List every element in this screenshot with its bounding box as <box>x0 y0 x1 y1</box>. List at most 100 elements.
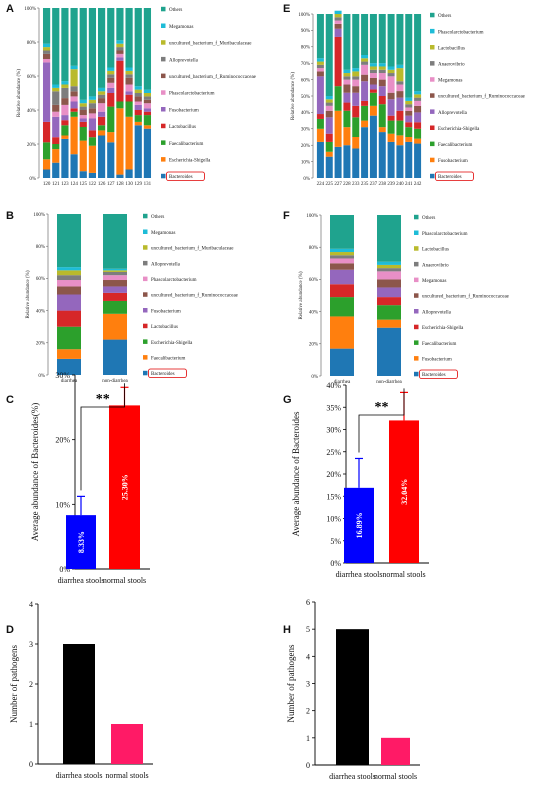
bar-segment-lactobacillus <box>61 120 69 126</box>
bar-segment-others <box>134 8 142 87</box>
legend-swatch <box>414 246 419 251</box>
x-tick-label: 233 <box>352 182 360 187</box>
bar-segment-anaerovibrio <box>352 76 360 80</box>
bar-segment-megamonas <box>52 84 60 88</box>
bar-segment-faecalibacterium <box>52 144 60 150</box>
y-axis-label: Relative abundance (%) <box>17 69 22 117</box>
bar-segment-anaerovibrio <box>325 102 333 106</box>
x-tick-label: 124 <box>70 182 78 187</box>
x-tick-label: 125 <box>80 182 88 187</box>
bar-segment-lactobacillus <box>387 69 395 74</box>
bar-segment-faecalibacterium <box>352 117 360 137</box>
bar-segment-anaerovibrio <box>405 104 413 108</box>
legend-swatch <box>414 293 419 298</box>
bar-segment-fusobacterium <box>414 138 422 144</box>
legend-label: Bacteroides <box>169 175 193 180</box>
x-tick-label: 235 <box>361 182 369 187</box>
bar-segment-megamonas <box>377 271 401 280</box>
legend-label: Fusobacterium <box>169 108 199 113</box>
bar-segment-alloprevotella <box>143 96 152 100</box>
bar-segment-bacteroides <box>325 156 333 178</box>
bar-segment-uncultured-bacterium-f-ruminococcaceae <box>414 105 422 113</box>
bar-segment-bacteroides <box>52 162 60 178</box>
bar-segment-others <box>57 214 81 268</box>
bar-segment-megamonas <box>116 40 124 44</box>
bar-segment-escherichia-shigella <box>405 122 413 128</box>
bar <box>109 405 140 569</box>
bar-segment-lactobacillus <box>52 137 60 144</box>
bar-segment-lactobacillus <box>352 71 360 77</box>
panel-label: D <box>6 624 14 636</box>
y-tick-label: 10% <box>55 500 70 509</box>
bar-segment-alloprevotella <box>387 99 395 116</box>
bar-segment-anaerovibrio <box>316 64 324 69</box>
bar-segment-uncultured-bacterium-f-muribaculaceae <box>143 93 152 97</box>
y-tick-label: 1 <box>306 734 310 743</box>
bar-segment-phascolarctobacterium <box>97 103 106 112</box>
bar-segment-faecalibacterium <box>330 297 354 317</box>
bar-segment-faecalibacterium <box>377 305 401 320</box>
y-tick-label: 50% <box>301 95 310 100</box>
bar-segment-escherichia-shigella <box>316 114 324 119</box>
bar-segment-megamonas <box>70 65 78 70</box>
bar-segment-megamonas <box>334 20 342 24</box>
bar-segment-anaerovibrio <box>361 61 369 65</box>
bar-segment-lactobacillus <box>361 58 369 62</box>
y-tick-label: 40% <box>309 310 318 315</box>
bar-segment-alloprevotella <box>343 92 351 103</box>
legend-swatch <box>143 245 148 250</box>
bar-segment-others <box>125 8 133 68</box>
x-tick-label: normal stools <box>105 771 148 780</box>
bar-segment-phascolarctobacterium <box>116 53 124 58</box>
bar-segment-uncultured-bacterium-f-ruminococcaceae <box>334 23 342 29</box>
bar-segment-megamonas <box>42 43 51 48</box>
bar-segment-lactobacillus <box>97 116 106 126</box>
significance-marker: ** <box>375 400 389 415</box>
bar-segment-faecalibacterium <box>97 125 106 131</box>
bar-segment-uncultured-bacterium-f-muribaculaceae <box>125 70 133 75</box>
legend-label: uncultured_bacterium_f_Ruminococcaceae <box>422 295 510 300</box>
y-tick-label: 4 <box>306 652 310 661</box>
y-tick-label: 80% <box>301 46 310 51</box>
legend-label: uncultured_bacterium_f_Ruminococcaceae <box>169 75 257 80</box>
legend-swatch <box>430 141 435 147</box>
bar-segment-faecalibacterium <box>387 120 395 134</box>
bar-segment-others <box>343 14 351 70</box>
bar-segment-lactobacillus <box>143 111 152 116</box>
bar-segment-alloprevotella <box>70 86 78 92</box>
y-tick-label: 5% <box>330 537 341 546</box>
bar-segment-phascolarctobacterium <box>352 68 360 72</box>
legend-swatch <box>161 56 166 62</box>
legend-swatch <box>430 28 435 34</box>
bar-segment-anaerovibrio <box>330 255 354 259</box>
bar-segment-escherichia-shigella <box>369 89 377 93</box>
x-tick-label: diarrhea stools <box>58 576 105 585</box>
legend-label: Phascolarctobacterium <box>169 92 215 97</box>
bar-segment-alloprevotella <box>369 84 377 90</box>
bar-segment-others <box>61 8 69 82</box>
legend-highlight-box <box>419 369 458 379</box>
bar-segment-uncultured-bacterium-f-ruminococcaceae <box>396 91 404 98</box>
bar-segment-escherichia-shigella <box>352 105 360 118</box>
bar-segment-bacteroides <box>369 115 377 178</box>
bar-segment-bacteroides <box>116 174 124 178</box>
legend-label: Fusobacterium <box>151 309 181 314</box>
legend-label: Bacteroides <box>151 372 175 377</box>
panel-label: A <box>6 3 14 15</box>
y-tick-label: 4 <box>29 600 33 609</box>
bar-segment-escherichia-shigella <box>343 102 351 111</box>
bar-segment-faecalibacterium <box>405 127 413 137</box>
legend-highlight-box <box>148 368 187 378</box>
bar-segment-megamonas <box>79 99 87 104</box>
legend-swatch <box>414 340 419 345</box>
bar-segment-faecalibacterium <box>103 313 127 340</box>
bar-segment-uncultured-bacterium-f-ruminococcaceae <box>343 84 351 93</box>
bar-segment-bacteroides <box>107 142 115 178</box>
legend-label: uncultured_bacterium_f_Ruminococcaceae <box>438 95 526 100</box>
legend-swatch <box>414 309 419 314</box>
bar-segment-others <box>42 8 51 44</box>
bar-segment-uncultured-bacterium-f-muribaculaceae <box>97 91 106 95</box>
y-tick-label: 0 <box>29 760 33 769</box>
legend-swatch <box>143 229 148 234</box>
